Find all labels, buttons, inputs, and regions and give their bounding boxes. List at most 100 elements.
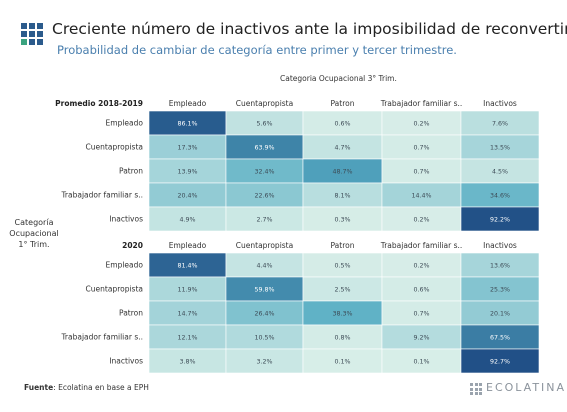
row-label: Cuentapropista — [86, 143, 143, 152]
cell-value-label: 4.7% — [335, 144, 351, 151]
heatmap-cell — [302, 206, 383, 232]
heatmap-cell — [148, 158, 227, 184]
heatmap-cell — [381, 300, 462, 326]
heatmap-cell — [460, 252, 540, 278]
cell-value-label: 38.3% — [332, 310, 352, 317]
heatmap-cell — [225, 300, 304, 326]
cell-value-label: 3.2% — [257, 358, 273, 365]
column-header: Inactivos — [483, 99, 517, 108]
cell-value-label: 92.2% — [490, 216, 510, 223]
brand-mark-dot — [479, 392, 482, 395]
cell-value-label: 0.6% — [335, 120, 351, 127]
cell-value-label: 0.8% — [335, 334, 351, 341]
logo-square — [21, 23, 27, 29]
row-axis-title-line: 1° Trim. — [18, 240, 50, 249]
column-axis-title: Categoria Ocupacional 3° Trim. — [280, 74, 397, 83]
cell-value-label: 59.8% — [254, 286, 274, 293]
heatmap-cell — [381, 276, 462, 302]
column-header: Empleado — [169, 99, 207, 108]
heatmap-cell — [302, 324, 383, 350]
row-label: Empleado — [106, 119, 144, 128]
heatmap-cell — [225, 182, 304, 208]
heatmap-cell — [460, 348, 540, 374]
cell-value-label: 22.6% — [254, 192, 274, 199]
cell-value-label: 20.4% — [177, 192, 197, 199]
cell-value-label: 32.4% — [254, 168, 274, 175]
logo-square — [29, 39, 35, 45]
column-header: Trabajador familiar s.. — [380, 241, 463, 250]
column-header: Patron — [331, 241, 355, 250]
cell-value-label: 5.6% — [257, 120, 273, 127]
column-header: Cuentapropista — [236, 241, 293, 250]
row-label: Inactivos — [109, 357, 143, 366]
logo-square — [21, 31, 27, 37]
row-label: Trabajador familiar s.. — [60, 333, 143, 342]
cell-value-label: 0.7% — [414, 168, 430, 175]
cell-value-label: 10.5% — [254, 334, 274, 341]
cell-value-label: 4.4% — [257, 262, 273, 269]
source-text: : Ecolatina en base a EPH — [53, 383, 149, 392]
heatmap-cell — [302, 300, 383, 326]
heatmap-cell — [381, 348, 462, 374]
cell-value-label: 81.4% — [177, 262, 197, 269]
cell-value-label: 86.1% — [177, 120, 197, 127]
cell-value-label: 0.3% — [335, 216, 351, 223]
cell-value-label: 48.7% — [332, 168, 352, 175]
column-header: Patron — [331, 99, 355, 108]
row-label: Trabajador familiar s.. — [60, 191, 143, 200]
row-label: Patron — [119, 167, 143, 176]
panel-label: 2020 — [122, 241, 143, 250]
cell-value-label: 20.1% — [490, 310, 510, 317]
cell-value-label: 0.2% — [414, 216, 430, 223]
heatmap-cell — [460, 182, 540, 208]
heatmap-cell — [460, 134, 540, 160]
heatmap-cell — [225, 110, 304, 136]
cell-value-label: 0.1% — [335, 358, 351, 365]
cell-value-label: 3.8% — [180, 358, 196, 365]
logo-square — [37, 31, 43, 37]
panel-label: Promedio 2018-2019 — [55, 99, 143, 108]
cell-value-label: 0.7% — [414, 310, 430, 317]
column-header: Inactivos — [483, 241, 517, 250]
heatmap-cell — [302, 134, 383, 160]
cell-value-label: 13.9% — [177, 168, 197, 175]
heatmap-cell — [460, 206, 540, 232]
chart-title: Creciente número de inactivos ante la im… — [52, 20, 567, 38]
brand-mark-dot — [470, 392, 473, 395]
column-header: Empleado — [169, 241, 207, 250]
cell-value-label: 0.2% — [414, 120, 430, 127]
brand-mark-icon — [470, 383, 482, 395]
cell-value-label: 8.1% — [335, 192, 351, 199]
heatmap-cell — [225, 158, 304, 184]
row-label: Cuentapropista — [86, 285, 143, 294]
heatmap-cell — [225, 324, 304, 350]
heatmap-cell — [148, 206, 227, 232]
header-logo-icon — [21, 23, 43, 45]
column-header: Trabajador familiar s.. — [380, 99, 463, 108]
cell-value-label: 0.6% — [414, 286, 430, 293]
logo-square — [37, 23, 43, 29]
cell-value-label: 0.7% — [414, 144, 430, 151]
cell-value-label: 2.5% — [335, 286, 351, 293]
brand-mark-dot — [470, 387, 473, 391]
cell-value-label: 4.9% — [180, 216, 196, 223]
row-label: Empleado — [106, 261, 144, 270]
brand-mark-dot — [479, 387, 482, 391]
cell-value-label: 26.4% — [254, 310, 274, 317]
heatmap-cell — [302, 110, 383, 136]
source-label: Fuente — [24, 383, 54, 392]
heatmap-cell — [148, 324, 227, 350]
heatmap-cell — [302, 182, 383, 208]
cell-value-label: 0.5% — [335, 262, 351, 269]
heatmap-cell — [460, 276, 540, 302]
cell-value-label: 4.5% — [492, 168, 508, 175]
logo-square — [37, 39, 43, 45]
logo-square — [29, 31, 35, 37]
row-axis-title-line: Ocupacional — [9, 229, 59, 238]
column-header: Cuentapropista — [236, 99, 293, 108]
brand-mark-dot — [470, 383, 473, 386]
cell-value-label: 12.1% — [177, 334, 197, 341]
row-label: Inactivos — [109, 215, 143, 224]
heatmap-cell — [225, 206, 304, 232]
